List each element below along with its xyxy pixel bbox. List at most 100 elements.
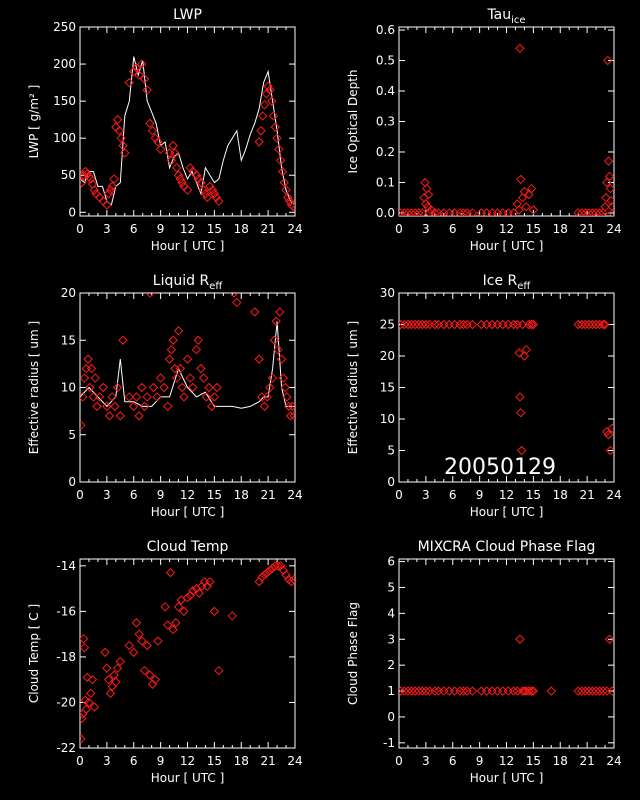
data-point <box>607 686 614 696</box>
data-point <box>269 335 280 345</box>
data-point <box>115 411 126 421</box>
x-tick-label: 12 <box>499 488 514 502</box>
data-point <box>175 363 186 374</box>
data-point <box>444 319 454 330</box>
data-point <box>80 373 90 383</box>
data-point <box>526 686 537 696</box>
data-point <box>209 189 220 199</box>
x-axis-label: Hour [ UTC ] <box>470 239 544 253</box>
panel-5: 0 3 6 9 12 15 18 21 24 -22 -20 -18 -16 -14 Cloud Temp H… <box>27 539 303 785</box>
data-point <box>281 570 291 580</box>
data-point <box>137 382 147 393</box>
data-point <box>80 170 89 180</box>
x-tick-label: 21 <box>579 222 594 236</box>
data-point <box>142 640 152 651</box>
y-axis-label: Effective radius [ um ] <box>27 321 41 454</box>
data-point <box>165 567 176 578</box>
data-point <box>584 208 594 216</box>
data-point <box>254 577 264 587</box>
data-point <box>399 208 406 216</box>
data-point <box>256 126 266 136</box>
data-point <box>86 363 97 374</box>
data-point <box>275 307 285 317</box>
panel-title-subscript: eff <box>209 281 223 292</box>
data-point <box>259 100 270 110</box>
y-tick-label: 0.5 <box>376 54 395 68</box>
data-point <box>163 401 173 412</box>
x-tick-label: 15 <box>526 488 541 502</box>
y-tick-label: 0 <box>387 710 395 724</box>
data-point <box>584 319 594 330</box>
data-point <box>573 686 583 696</box>
data-point <box>150 133 160 143</box>
data-point <box>188 586 198 596</box>
panel-title: Ice Reff <box>483 273 532 292</box>
plot-data <box>399 319 614 456</box>
data-point <box>258 111 268 121</box>
data-point <box>603 55 613 66</box>
data-point <box>155 373 166 383</box>
x-tick-label: 15 <box>207 754 222 768</box>
data-point <box>517 445 527 456</box>
data-point <box>179 392 189 402</box>
data-point <box>519 351 530 361</box>
data-point <box>594 208 605 216</box>
data-point <box>166 155 177 166</box>
data-point <box>173 326 184 336</box>
plot-data <box>80 56 295 212</box>
data-point <box>227 611 237 621</box>
x-tick-label: 6 <box>449 754 457 768</box>
data-point <box>134 411 144 421</box>
y-tick-label: 1 <box>387 684 395 698</box>
data-point <box>406 208 417 216</box>
data-point <box>449 319 460 330</box>
data-point <box>257 572 267 582</box>
plot-data <box>80 293 295 431</box>
data-point <box>80 734 86 744</box>
data-point <box>439 686 449 696</box>
data-point <box>284 196 295 206</box>
data-point <box>88 392 99 402</box>
data-point <box>211 192 221 203</box>
data-point <box>188 382 198 393</box>
x-axis-label: Hour [ UTC ] <box>470 505 544 519</box>
data-point <box>517 319 528 330</box>
data-point <box>261 88 272 99</box>
data-point <box>193 174 203 184</box>
y-tick-label: 2 <box>387 658 395 672</box>
y-tick-label: 200 <box>53 57 76 71</box>
data-point <box>600 202 610 212</box>
data-point <box>487 319 497 330</box>
data-point <box>185 163 195 173</box>
data-point <box>139 401 150 412</box>
data-point <box>280 382 290 393</box>
data-point <box>209 606 220 617</box>
data-point <box>109 174 119 184</box>
data-point <box>430 208 440 216</box>
data-point <box>528 686 539 696</box>
data-point <box>207 185 218 195</box>
data-point <box>80 420 86 431</box>
data-point <box>262 567 272 578</box>
data-point <box>193 335 203 345</box>
data-point <box>171 618 181 628</box>
data-point <box>102 663 112 674</box>
data-point <box>172 373 182 383</box>
data-point <box>279 177 289 188</box>
data-point <box>202 581 212 592</box>
data-point <box>281 185 291 195</box>
data-point <box>273 344 283 355</box>
data-point <box>476 319 487 330</box>
panel-3: 0 3 6 9 12 15 18 21 24 0 5 10 15 20 Liquid Reff Hour [ … <box>27 273 303 519</box>
data-point <box>607 423 614 434</box>
y-tick-label: -14 <box>56 559 76 573</box>
data-point <box>170 148 180 158</box>
data-point <box>150 674 160 685</box>
data-point <box>196 363 206 374</box>
data-point <box>112 663 123 674</box>
x-tick-label: 0 <box>395 222 403 236</box>
data-point <box>528 205 539 215</box>
data-point <box>172 163 182 173</box>
panel-title: Cloud Temp <box>147 539 229 555</box>
data-point <box>148 382 159 393</box>
